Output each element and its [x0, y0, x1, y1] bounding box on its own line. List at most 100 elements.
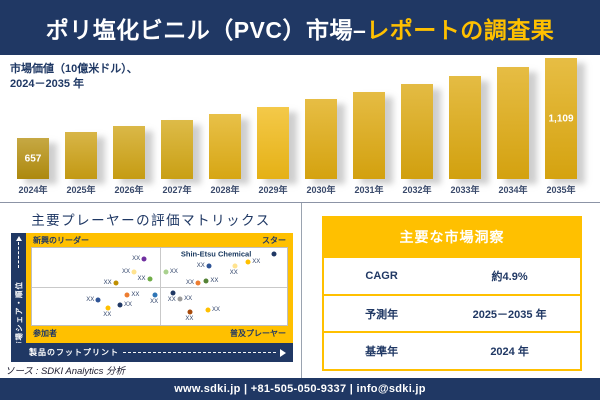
x-axis-strip: 製品のフットプリント [11, 343, 293, 362]
y-axis-label: 市場シェア・順位 [14, 281, 23, 349]
dashed-axis-line-horizontal [123, 352, 276, 353]
bar-group: 2027年 [161, 120, 193, 195]
page-title: ポリ塩化ビニル（PVC）市場– [45, 16, 367, 43]
scatter-dot [271, 251, 277, 257]
bar-value-label: 657 [24, 153, 42, 164]
header-bar: ポリ塩化ビニル（PVC）市場– レポートの調査果 [0, 0, 600, 55]
bar-year-label: 2033年 [450, 185, 480, 195]
scatter-dot [117, 302, 123, 308]
bar-year-label: 2031年 [354, 185, 384, 195]
bar [257, 107, 289, 179]
insights-row: 基準年 2024 年 [324, 331, 580, 369]
point-label: XX [137, 275, 146, 282]
bar-group: 2034年 [497, 67, 529, 195]
point-label: XX [185, 280, 194, 287]
bar-year-label: 2034年 [498, 185, 528, 195]
point-label: XX [252, 258, 261, 265]
scatter-dot [105, 305, 111, 311]
page-title-accent: レポートの調査果 [366, 16, 555, 43]
y-axis-strip: 市場シェア・順位 [11, 233, 26, 362]
bar [401, 84, 433, 179]
point-label: XX [121, 268, 130, 275]
footer-contact-text: www.sdki.jp | +81-505-050-9337 | info@sd… [174, 383, 426, 395]
arrow-up-icon [15, 236, 22, 241]
point-label: XX [86, 297, 95, 304]
point-label: XX [211, 306, 220, 313]
scatter-dot [203, 278, 209, 284]
point-label: XX [150, 299, 159, 306]
bar-year-label: 2029年 [258, 185, 288, 195]
evaluation-matrix: 市場シェア・順位 新興のリーダー スター Shin-Etsu Chemical … [11, 233, 293, 362]
point-label: XX [103, 280, 112, 287]
scatter-dot [163, 269, 169, 275]
scatter-dot [232, 263, 238, 269]
bar-year-label: 2032年 [402, 185, 432, 195]
bar-group: 2032年 [401, 84, 433, 195]
bar-group: 2028年 [209, 114, 241, 195]
dashed-axis-line-vertical [18, 242, 19, 268]
bar-group: 2031年 [353, 92, 385, 195]
caption-line-1: 市場価値（10億米ドル）、 [10, 63, 138, 75]
insights-row: 予測年 2025－2035 年 [324, 293, 580, 332]
bar [113, 126, 145, 179]
footer-bar: www.sdki.jp | +81-505-050-9337 | info@sd… [0, 378, 600, 400]
bar-group: 2026年 [113, 126, 145, 195]
bar-chart: 市場価値（10億米ドル）、 2024－2035 年 657 2024年 2025年 2… [0, 55, 600, 203]
point-label: XX [210, 277, 219, 284]
point-label: XX [103, 311, 112, 318]
insights-label-cell: 予測年 [365, 308, 399, 321]
bar [17, 138, 49, 179]
arrow-right-icon [280, 348, 286, 357]
scatter-dot [113, 280, 119, 286]
section-divider-horizontal [0, 202, 600, 203]
point-label: XX [123, 301, 132, 308]
matrix-plot: Shin-Etsu Chemical XX XX XX XX XX XX XX XX XX XX X… [31, 247, 288, 326]
matrix-title: 主要プレーヤーの評価マトリックス [31, 213, 271, 228]
bar-year-label: 2025年 [66, 185, 96, 195]
bar [65, 132, 97, 179]
bar-year-label: 2026年 [114, 185, 144, 195]
bar [209, 114, 241, 179]
bar [161, 120, 193, 179]
scatter-dot [141, 256, 147, 262]
insights-label-cell: 基準年 [365, 346, 399, 359]
quadrant-label-participants: 参加者 [33, 329, 57, 338]
insights-value-cell: 2024 年 [490, 346, 529, 359]
quadrant-label-star: スター [262, 235, 286, 245]
point-label: XX [184, 295, 193, 302]
quadrant-label-pervasive-players: 普及プレーヤー [230, 329, 286, 338]
point-label: XX [169, 268, 178, 275]
bar-year-label: 2035年 [546, 185, 576, 195]
scatter-dot [245, 259, 251, 265]
scatter-dot [187, 309, 193, 315]
bar-year-label: 2028年 [210, 185, 240, 195]
bar-group: 2025年 [65, 132, 97, 195]
bar [545, 58, 577, 179]
point-label: XX [167, 296, 176, 303]
scatter-dot [177, 296, 183, 302]
matrix-frame: 新興のリーダー スター Shin-Etsu Chemical XX XX XX XX X… [26, 233, 293, 343]
bar [353, 92, 385, 179]
bar-group: 2030年 [305, 99, 337, 195]
scatter-dot [206, 263, 212, 269]
quadrant-divider-horizontal [32, 286, 287, 288]
x-axis-label: 製品のフットプリント [29, 348, 119, 357]
bar [305, 99, 337, 179]
insights-label-cell: CAGR [365, 269, 398, 282]
insights-table-header: 主要な市場洞察 [324, 218, 580, 256]
scatter-dot [170, 290, 176, 296]
scatter-dot [195, 280, 201, 286]
source-note: ソース : SDKI Analytics 分析 [5, 366, 126, 377]
scatter-dot [205, 307, 211, 313]
market-value-caption: 市場価値（10億米ドル）、 2024－2035 年 [10, 62, 138, 93]
point-label: XX [229, 270, 238, 277]
bar-group: 2029年 [257, 107, 289, 195]
bar-year-label: 2030年 [306, 185, 336, 195]
scatter-dot [124, 292, 130, 298]
bar [449, 76, 481, 179]
scatter-dot [95, 297, 101, 303]
company-label: Shin-Etsu Chemical [180, 249, 252, 259]
scatter-dot [152, 292, 158, 298]
insights-row: CAGR 約4.9% [324, 256, 580, 294]
